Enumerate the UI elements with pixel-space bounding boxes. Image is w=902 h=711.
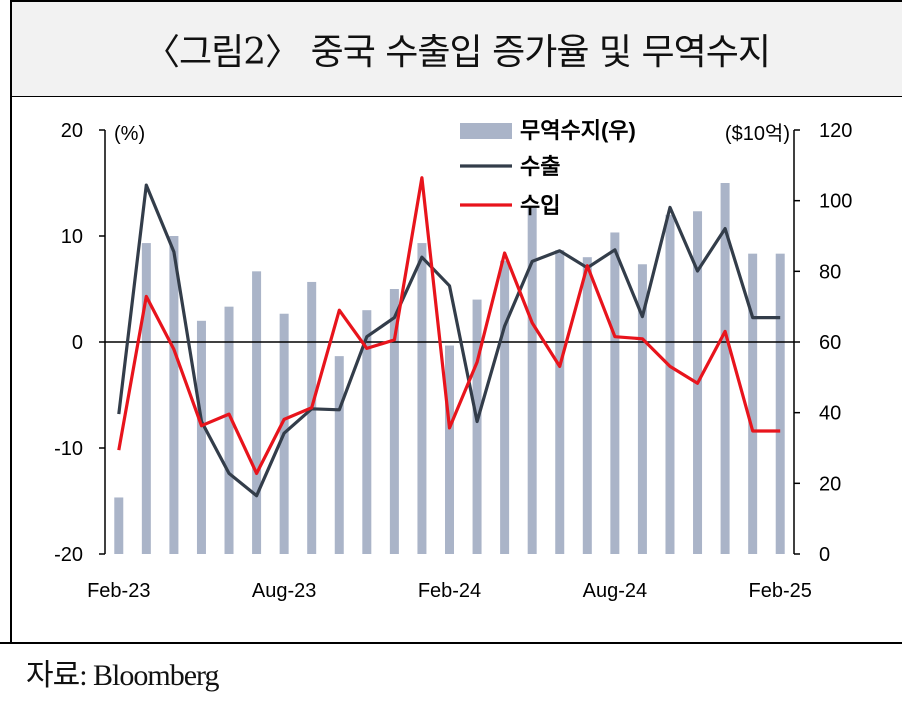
bar-2023-04 [169, 236, 179, 554]
line-series-export [117, 183, 781, 498]
bar-2024-01 [417, 243, 427, 555]
bar-2023-06 [224, 306, 234, 554]
chart-frame [0, 642, 902, 644]
bar-2024-05 [527, 207, 537, 554]
bar-2024-07 [582, 257, 592, 554]
left-tick-label: 20 [61, 120, 83, 142]
x-tick-label: Feb-25 [749, 580, 812, 602]
line-series-import [117, 176, 781, 475]
frame-left-border [10, 0, 12, 642]
bar-2023-09 [307, 281, 317, 554]
legend-label: 무역수지(우) [520, 118, 636, 143]
bar-2024-03 [472, 299, 482, 554]
x-tick-label: Aug-24 [583, 580, 648, 602]
bar-2024-08 [610, 232, 620, 554]
x-tick-label: Aug-23 [252, 580, 317, 602]
trade-balance-bars [114, 183, 785, 555]
bar-2024-04 [500, 260, 510, 554]
series-lines [117, 176, 781, 498]
right-tick-label: 120 [819, 120, 852, 142]
x-tick-label: Feb-23 [87, 580, 150, 602]
bar-2023-03 [141, 243, 151, 555]
right-unit-label: ($10억) [725, 122, 790, 145]
source-note: 자료: Bloomberg [26, 659, 219, 692]
left-tick-label: -20 [54, 544, 83, 566]
chart-title: 〈그림2〉 중국 수출입 증가율 및 무역수지 [144, 32, 771, 73]
legend-label: 수출 [520, 154, 560, 179]
right-tick-label: 60 [819, 332, 841, 354]
x-tick-label: Feb-24 [418, 580, 481, 602]
bar-2023-11 [362, 310, 372, 554]
left-tick-label: -10 [54, 438, 83, 460]
bar-2023-05 [196, 320, 206, 554]
bar-2025-01 [748, 253, 758, 554]
bar-2023-02 [114, 497, 124, 554]
bar-2024-12 [720, 183, 730, 554]
right-tick-label: 20 [819, 473, 841, 495]
bar-2024-10 [665, 214, 675, 555]
bar-2024-06 [555, 250, 565, 554]
bar-2023-10 [334, 356, 344, 554]
left-tick-label: 0 [72, 332, 83, 354]
title-bar: 〈그림2〉 중국 수출입 증가율 및 무역수지 [12, 0, 902, 97]
left-tick-label: 10 [61, 226, 83, 248]
legend-label: 수입 [520, 193, 560, 218]
right-tick-label: 100 [819, 191, 852, 213]
bar-2023-07 [252, 271, 262, 554]
right-tick-label: 40 [819, 403, 841, 425]
bar-2024-09 [637, 264, 647, 554]
right-tick-label: 80 [819, 261, 841, 283]
bar-2025-02 [775, 253, 785, 554]
right-tick-label: 0 [819, 544, 830, 566]
legend-swatch-bar [460, 123, 512, 139]
bar-2023-12 [389, 289, 399, 554]
left-unit-label: (%) [114, 123, 145, 145]
bar-2024-02 [445, 345, 454, 554]
